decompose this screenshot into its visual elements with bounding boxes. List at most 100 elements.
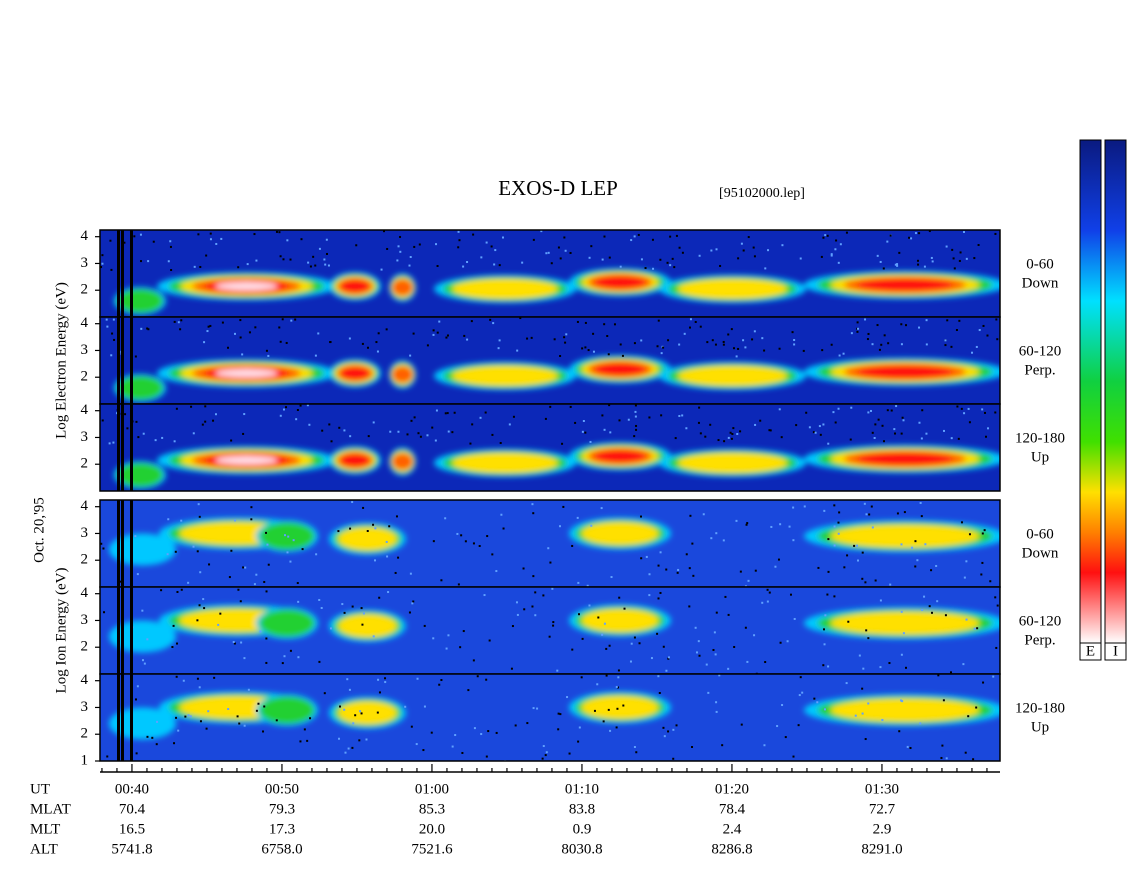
noise [498, 264, 501, 267]
noise [634, 410, 637, 413]
noise [900, 343, 903, 346]
noise [397, 430, 400, 433]
noise [870, 505, 873, 508]
noise [174, 550, 177, 553]
noise [563, 236, 566, 239]
noise [214, 413, 217, 416]
noise [627, 418, 630, 421]
noise [498, 339, 501, 342]
data-gap [121, 404, 124, 491]
noise [317, 332, 320, 335]
noise [523, 608, 526, 611]
noise [727, 436, 730, 439]
data-gap [117, 404, 120, 491]
noise [519, 317, 522, 320]
noise [281, 318, 284, 321]
intensity [452, 278, 558, 299]
noise [385, 540, 388, 543]
intensity [109, 620, 176, 653]
noise [516, 613, 519, 616]
noise [343, 708, 346, 711]
panel-frame [99, 403, 1001, 492]
noise [182, 679, 185, 682]
noise [360, 607, 363, 610]
spectrogram [100, 317, 1000, 404]
noise [380, 268, 383, 271]
noise [169, 245, 172, 248]
data-gap [130, 674, 133, 761]
noise [315, 553, 318, 556]
orbit-row-name: ALT [30, 841, 58, 857]
panel-label: Down [1022, 275, 1059, 291]
noise [593, 709, 596, 712]
y-tick-label: 3 [81, 255, 89, 271]
noise [514, 724, 517, 727]
noise [818, 425, 821, 428]
noise [577, 740, 580, 743]
noise [956, 405, 959, 408]
noise [880, 343, 883, 346]
noise [495, 731, 498, 734]
noise [789, 593, 792, 596]
noise [871, 431, 874, 434]
x-tick-label: 01:30 [865, 781, 899, 797]
noise [309, 717, 312, 720]
noise [193, 265, 196, 268]
noise [466, 261, 469, 264]
noise [451, 431, 454, 434]
noise [889, 583, 892, 586]
noise [198, 515, 201, 518]
noise [949, 671, 952, 674]
noise [914, 565, 917, 568]
noise [615, 685, 618, 688]
noise [422, 749, 425, 752]
noise [821, 349, 824, 352]
noise [795, 424, 798, 427]
noise [921, 609, 924, 612]
noise [975, 345, 978, 348]
noise [203, 341, 206, 344]
noise [250, 518, 253, 521]
panel-label: Perp. [1024, 632, 1055, 648]
noise [255, 709, 258, 712]
noise [432, 333, 435, 336]
noise [377, 332, 380, 335]
noise [192, 545, 195, 548]
noise [278, 231, 281, 234]
noise [656, 345, 659, 348]
noise [202, 598, 205, 601]
noise [730, 437, 733, 440]
noise [902, 632, 905, 635]
noise [753, 634, 756, 637]
noise [384, 677, 387, 680]
noise [338, 426, 341, 429]
noise [633, 342, 636, 345]
noise [918, 232, 921, 235]
noise [967, 407, 970, 410]
noise [413, 416, 416, 419]
noise [609, 729, 612, 732]
noise [228, 576, 231, 579]
noise [244, 566, 247, 569]
noise [490, 245, 493, 248]
noise [876, 324, 879, 327]
noise [212, 419, 215, 422]
noise [805, 411, 808, 414]
intensity [857, 452, 953, 466]
noise [854, 714, 857, 717]
y-axis-label: Log Ion Energy (eV) [53, 568, 69, 694]
noise [698, 406, 701, 409]
intensity [581, 695, 659, 719]
noise [502, 236, 505, 239]
noise [640, 258, 643, 261]
noise [873, 436, 876, 439]
noise [300, 238, 303, 241]
noise [457, 583, 460, 586]
noise [677, 568, 680, 571]
noise [957, 437, 960, 440]
noise [569, 251, 572, 254]
data-gap [130, 317, 133, 404]
noise [253, 233, 256, 236]
data-gap [121, 500, 124, 587]
noise [259, 630, 262, 633]
